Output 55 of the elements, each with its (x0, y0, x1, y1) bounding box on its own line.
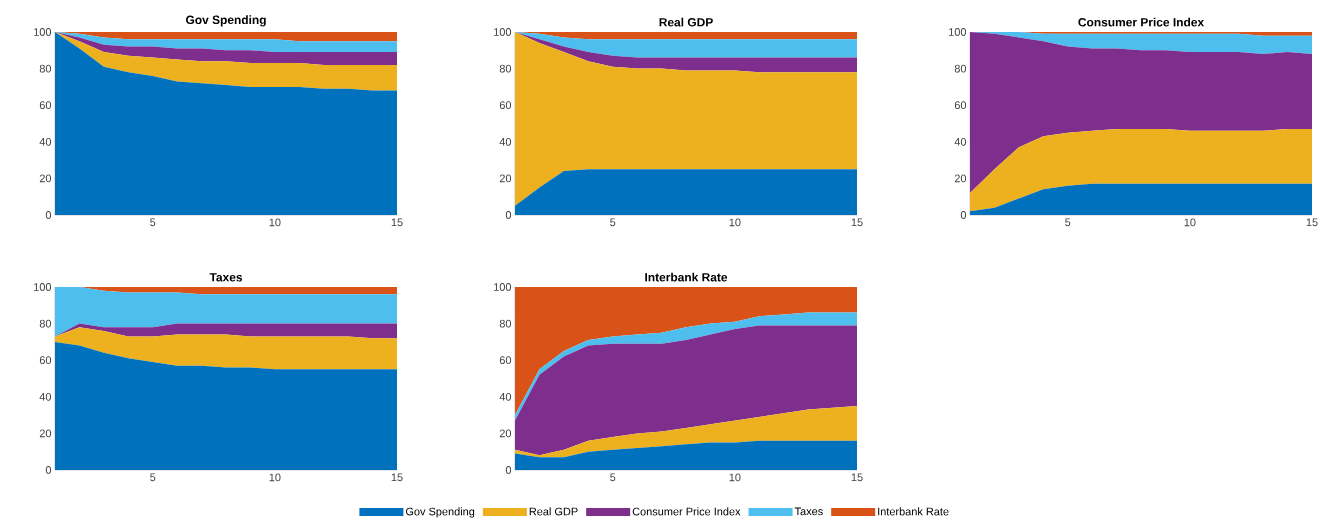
y-tick-label: 20 (39, 174, 52, 183)
y-tick-label: 80 (499, 319, 512, 328)
chart-title: Taxes (209, 273, 243, 282)
y-tick-label: 80 (954, 64, 967, 73)
x-tick-label: 5 (610, 218, 616, 227)
y-tick-label: 100 (34, 283, 52, 291)
x-tick-label: 15 (391, 218, 403, 227)
y-tick-label: 60 (39, 101, 52, 110)
x-tick-label: 15 (851, 473, 863, 482)
y-tick-label: 40 (39, 137, 52, 146)
y-tick-label: 80 (39, 319, 52, 328)
x-tick-label: 15 (1306, 218, 1318, 227)
y-tick-label: 20 (499, 174, 512, 183)
legend-label: Taxes (794, 507, 823, 516)
legend-label: Interbank Rate (878, 507, 949, 516)
y-tick-label: 100 (34, 28, 52, 36)
x-tick-label: 10 (269, 473, 281, 482)
x-tick-label: 15 (851, 218, 863, 227)
x-tick-label: 10 (1184, 218, 1196, 227)
y-tick-label: 60 (499, 101, 512, 110)
legend-label: Real GDP (529, 507, 578, 516)
y-tick-label: 60 (954, 101, 967, 110)
chart-title: Interbank Rate (645, 272, 728, 282)
y-tick-label: 40 (39, 392, 52, 401)
legend-label: Gov Spending (405, 507, 475, 518)
y-tick-label: 40 (954, 137, 967, 146)
y-tick-label: 0 (505, 466, 512, 474)
x-tick-label: 10 (729, 473, 741, 482)
y-tick-label: 60 (499, 356, 512, 365)
chart-title: Consumer Price Index (1078, 17, 1205, 27)
y-tick-label: 0 (45, 211, 52, 219)
y-tick-label: 0 (960, 211, 967, 219)
x-tick-label: 5 (1065, 218, 1071, 227)
chart-title: Gov Spending (185, 15, 266, 27)
y-tick-label: 20 (499, 429, 512, 438)
x-tick-label: 15 (391, 473, 403, 482)
x-tick-label: 10 (729, 218, 741, 227)
x-tick-label: 5 (150, 218, 156, 227)
y-tick-label: 20 (39, 429, 52, 438)
x-tick-label: 10 (269, 218, 281, 227)
y-tick-label: 100 (949, 28, 967, 36)
y-tick-label: 100 (494, 283, 512, 291)
y-tick-label: 80 (499, 64, 512, 73)
y-tick-label: 20 (954, 174, 967, 183)
y-tick-label: 100 (494, 28, 512, 36)
y-tick-label: 0 (505, 211, 512, 219)
y-tick-label: 40 (499, 392, 512, 401)
x-tick-label: 5 (150, 473, 156, 482)
chart-title: Real GDP (659, 17, 713, 27)
y-tick-label: 60 (39, 356, 52, 365)
y-tick-label: 40 (499, 137, 512, 146)
y-tick-label: 80 (39, 64, 52, 73)
y-tick-label: 0 (45, 466, 52, 474)
x-tick-label: 5 (610, 473, 616, 482)
legend-label: Consumer Price Index (632, 507, 741, 516)
